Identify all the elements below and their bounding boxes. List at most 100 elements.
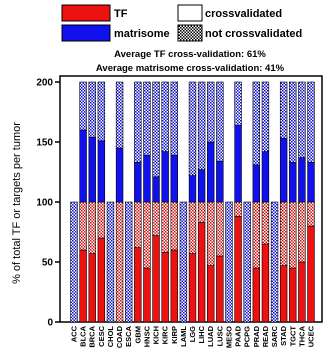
bar-segment-matrisome_not_crossvalidated — [70, 201, 78, 323]
bar-segment-matrisome_not_crossvalidated — [234, 81, 242, 126]
y-tick-label: 100 — [36, 198, 53, 209]
bar-segment-matrisome_not_crossvalidated — [289, 81, 297, 163]
bar-segment-tf_not_crossvalidated — [170, 201, 178, 251]
bar-segment-tf_not_crossvalidated — [289, 201, 297, 269]
bar-segment-matrisome_not_crossvalidated — [97, 81, 106, 142]
x-tick-label: STAD — [279, 325, 288, 345]
legend-swatch-tf — [61, 4, 111, 22]
bar-segment-tf_crossvalidated — [88, 253, 96, 323]
bar-segment-matrisome_crossvalidated — [234, 124, 242, 203]
bar-segment-tf_not_crossvalidated — [134, 201, 142, 248]
bar-segment-matrisome_not_crossvalidated — [179, 201, 188, 323]
x-tick-label: LIHC — [197, 325, 206, 343]
bar-segment-matrisome_not_crossvalidated — [279, 81, 288, 139]
bar-segment-tf_crossvalidated — [234, 216, 242, 323]
legend-label-matrisome: matrisome — [114, 28, 170, 40]
y-axis-title: % of total TF or targets per tumor — [11, 122, 23, 284]
bar-segment-matrisome_not_crossvalidated — [225, 201, 233, 323]
bar-segment-tf_crossvalidated — [298, 261, 306, 323]
bar-segment-matrisome_not_crossvalidated — [216, 81, 224, 162]
bar-segment-matrisome_not_crossvalidated — [197, 81, 206, 170]
x-tick-label: BRCA — [88, 325, 97, 347]
bar-segment-tf_crossvalidated — [79, 249, 87, 323]
y-axis: 0 50 100 150 200 — [36, 78, 60, 329]
bar-segment-matrisome_not_crossvalidated — [207, 81, 215, 143]
bar-segment-matrisome_crossvalidated — [79, 129, 87, 203]
x-tick-label: LAML — [179, 326, 188, 347]
bar-segment-matrisome_crossvalidated — [279, 138, 288, 203]
bar-segment-matrisome_not_crossvalidated — [134, 81, 142, 163]
bar-segment-matrisome_crossvalidated — [188, 175, 197, 203]
bar-segment-tf_not_crossvalidated — [279, 201, 288, 266]
x-tick-label: TGCT — [288, 326, 297, 347]
x-tick-label: LUSC — [215, 325, 224, 346]
bar-segment-tf_not_crossvalidated — [252, 201, 261, 269]
x-tick-label: SARC — [270, 325, 279, 347]
x-tick-label: THCA — [297, 325, 306, 346]
x-tick-label: CESC — [97, 325, 106, 346]
bar-segment-tf_crossvalidated — [261, 243, 270, 323]
legend-label-crossvalidated: crossvalidated — [205, 8, 282, 20]
x-tick-label: PRAD — [252, 325, 261, 347]
x-tick-label: UCEC — [307, 325, 316, 347]
x-tick-label: GBM — [133, 326, 142, 344]
bar-segment-matrisome_not_crossvalidated — [252, 81, 261, 166]
x-axis-labels: ACC BLCA BRCA CESC CHOL COAD ESCA GBM HNSC KICH KI… — [70, 325, 316, 348]
bar-segment-matrisome_crossvalidated — [307, 162, 315, 203]
bar-segment-tf_crossvalidated — [143, 267, 151, 323]
bar-segment-matrisome_not_crossvalidated — [243, 201, 251, 323]
legend-label-tf: TF — [114, 8, 128, 20]
bar-segment-tf_crossvalidated — [134, 247, 142, 323]
bar-segment-tf_crossvalidated — [216, 255, 224, 323]
bar-segment-matrisome_not_crossvalidated — [161, 81, 169, 152]
bar-segment-tf_not_crossvalidated — [115, 201, 124, 323]
bar-segment-matrisome_not_crossvalidated — [143, 81, 151, 156]
bar-segment-matrisome_not_crossvalidated — [170, 81, 178, 156]
x-tick-label: COAD — [115, 325, 124, 348]
bar-segment-tf_not_crossvalidated — [298, 201, 306, 263]
x-tick-label: HNSC — [142, 325, 151, 347]
bar-segment-tf_not_crossvalidated — [197, 201, 206, 223]
bar-segment-tf_not_crossvalidated — [188, 201, 197, 254]
bar-segment-tf_crossvalidated — [152, 235, 160, 323]
y-tick-label: 200 — [36, 78, 53, 89]
legend-swatch-not-crossvalidated — [177, 24, 203, 42]
x-tick-label: KIRP — [170, 326, 179, 344]
bar-segment-matrisome_not_crossvalidated — [298, 81, 306, 158]
x-tick-label: KIRC — [161, 325, 170, 344]
bar-segment-tf_not_crossvalidated — [88, 201, 96, 254]
bar-segment-tf_not_crossvalidated — [161, 201, 169, 253]
x-tick-label: ESCA — [124, 325, 133, 346]
bar-segment-matrisome_not_crossvalidated — [124, 201, 133, 323]
bar-segment-matrisome_crossvalidated — [252, 164, 261, 203]
bar-segment-tf_not_crossvalidated — [143, 201, 151, 269]
x-tick-label: KICH — [152, 326, 161, 344]
x-tick-label: BLCA — [79, 325, 88, 346]
bar-segment-matrisome_crossvalidated — [298, 157, 306, 203]
bar-segment-tf_crossvalidated — [188, 253, 197, 323]
summary-tf-average: Average TF cross-validation: 61% — [114, 49, 266, 60]
x-tick-label: LUAD — [206, 325, 215, 346]
bar-segment-tf_crossvalidated — [279, 265, 288, 323]
bar-segment-tf_not_crossvalidated — [234, 201, 242, 217]
x-tick-label: MESO — [224, 326, 233, 348]
bar-segment-tf_crossvalidated — [170, 249, 178, 323]
x-tick-label: PAAD — [234, 325, 243, 346]
bar-segment-matrisome_crossvalidated — [115, 147, 124, 203]
bar-segment-matrisome_crossvalidated — [207, 141, 215, 203]
bar-segment-matrisome_crossvalidated — [152, 176, 160, 203]
legend-label-not-crossvalidated: not crossvalidated — [205, 28, 302, 40]
bar-segment-matrisome_crossvalidated — [261, 151, 270, 203]
bar-segment-matrisome_crossvalidated — [289, 162, 297, 203]
bar-segment-tf_crossvalidated — [252, 267, 261, 323]
bar-segment-tf_not_crossvalidated — [307, 201, 315, 227]
bar-segment-matrisome_crossvalidated — [170, 154, 178, 203]
bar-segment-matrisome_not_crossvalidated — [261, 81, 270, 152]
bar-segment-tf_crossvalidated — [307, 225, 315, 323]
y-tick-label: 150 — [36, 138, 53, 149]
bar-segment-matrisome_crossvalidated — [216, 160, 224, 203]
bar-segment-tf_not_crossvalidated — [216, 201, 224, 257]
bar-segment-tf_crossvalidated — [161, 252, 169, 323]
bar-segment-matrisome_not_crossvalidated — [307, 81, 315, 163]
